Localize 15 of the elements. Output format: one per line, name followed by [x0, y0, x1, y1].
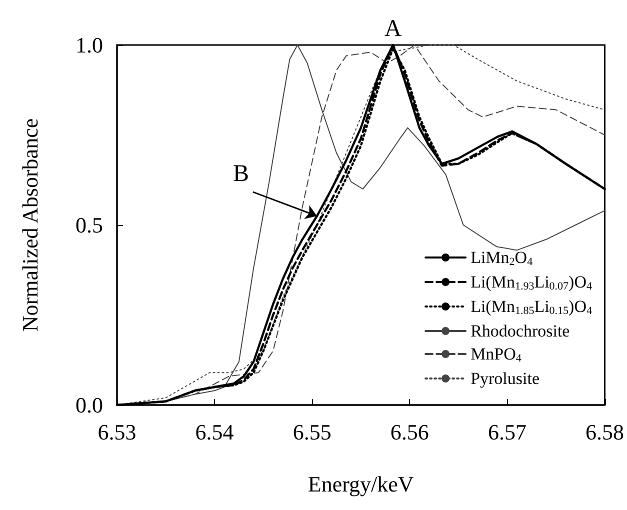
- y-tick-label: 1.0: [76, 32, 103, 58]
- annotation: B: [232, 161, 249, 187]
- x-tick-label: 6.58: [586, 420, 624, 444]
- x-tick-label: 6.57: [488, 420, 526, 444]
- y-axis-title: Normalized Absorbance: [18, 118, 42, 332]
- legend-label: Pyrolusite: [470, 369, 540, 388]
- x-axis-title: Energy/keV: [308, 472, 414, 496]
- y-tick-label: 0.5: [76, 212, 103, 238]
- x-tick-label: 6.55: [292, 420, 332, 444]
- legend-label: Rhodochrosite: [470, 322, 570, 340]
- x-tick-label: 6.54: [195, 420, 234, 444]
- x-tick-label: 6.56: [390, 420, 429, 444]
- annotation: A: [384, 16, 402, 42]
- x-tick-label: 6.53: [98, 420, 136, 444]
- y-tick-label: 0.0: [76, 392, 103, 418]
